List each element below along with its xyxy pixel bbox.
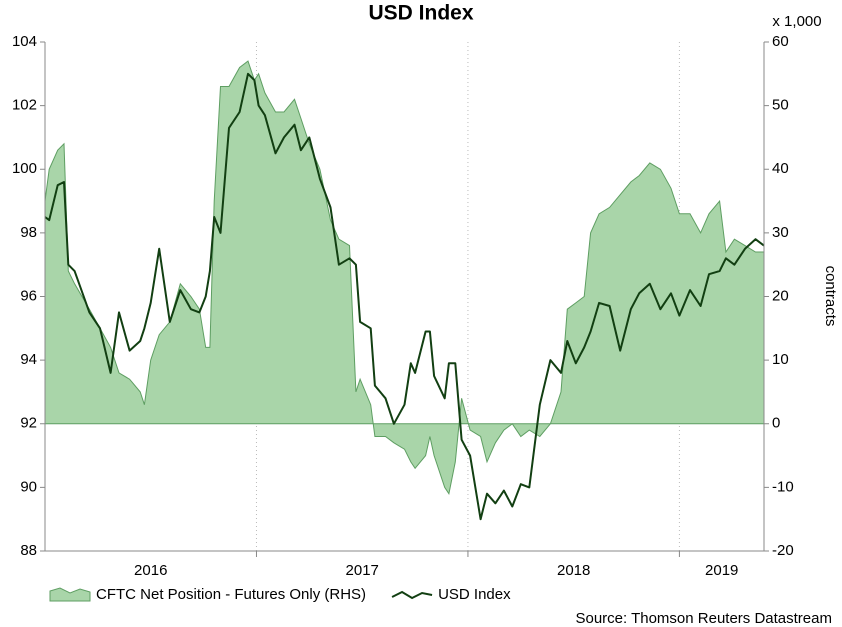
y-tick-label: 90 (20, 478, 37, 495)
source: Source: Thomson Reuters Datastream (575, 610, 832, 627)
legend-swatch (49, 587, 91, 602)
x-tick-label: 2018 (557, 562, 590, 579)
x-tick-label: 2017 (346, 562, 379, 579)
y2-tick-label: 40 (772, 160, 789, 177)
x-tick-label: 2016 (134, 562, 167, 579)
x-tick-label: 2019 (705, 562, 738, 579)
y-tick-label: 92 (20, 415, 37, 432)
y2-tick-label: -20 (772, 542, 794, 559)
legend-label: CFTC Net Position - Futures Only (RHS) (96, 586, 366, 603)
y-tick-label: 100 (12, 160, 37, 177)
y2-axis-label: contracts (822, 266, 839, 327)
y2-tick-label: -10 (772, 478, 794, 495)
y2-tick-label: 10 (772, 351, 789, 368)
y2-tick-label: 0 (772, 415, 780, 432)
chart-title: USD Index (368, 2, 473, 25)
line (44, 72, 765, 521)
y2-tick-label: 50 (772, 97, 789, 114)
area (45, 61, 764, 494)
legend-label: USD Index (438, 586, 511, 603)
y2-tick-label: 20 (772, 287, 789, 304)
y2-tick-label: 30 (772, 224, 789, 241)
y-tick-label: 98 (20, 224, 37, 241)
y-tick-label: 88 (20, 542, 37, 559)
y2-tick-label: 60 (772, 33, 789, 50)
area-edge (44, 60, 764, 495)
y2-unit: x 1,000 (772, 13, 821, 30)
legend-swatch (391, 590, 433, 600)
y-tick-label: 102 (12, 97, 37, 114)
y-tick-label: 96 (20, 287, 37, 304)
y-tick-label: 104 (12, 33, 37, 50)
y-tick-label: 94 (20, 351, 37, 368)
